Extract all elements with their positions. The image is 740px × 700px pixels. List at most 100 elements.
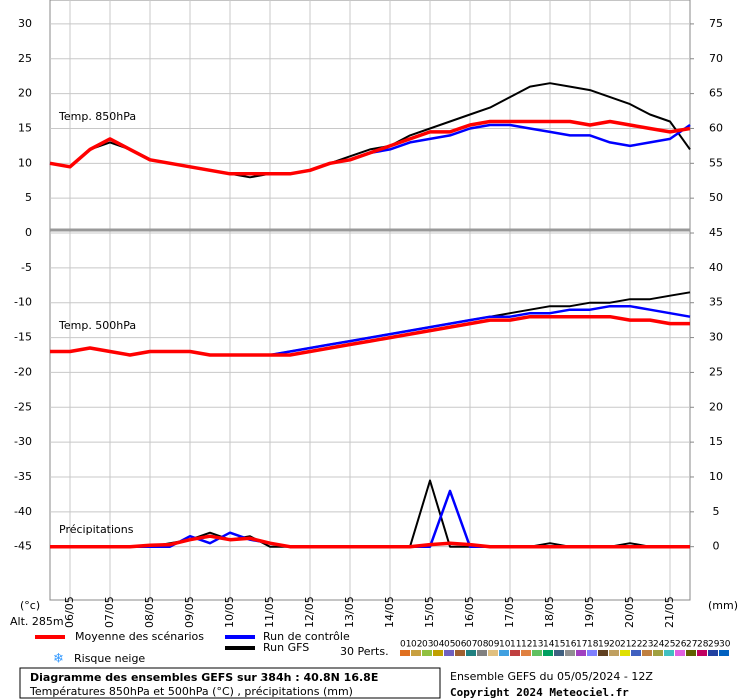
member-swatch xyxy=(576,650,586,656)
member-label: 06 xyxy=(455,640,467,650)
member-label: 08 xyxy=(477,640,489,650)
panel-label: Temp. 500hPa xyxy=(58,319,136,332)
x-tick-label: 13/05 xyxy=(343,596,356,628)
members-label: 30 Perts. xyxy=(340,645,389,658)
y-tick-label: -35 xyxy=(14,470,32,483)
member-label: 26 xyxy=(675,640,687,650)
member-swatch xyxy=(631,650,641,656)
member-swatch xyxy=(510,650,520,656)
x-tick-label: 19/05 xyxy=(583,596,596,628)
legend-label: Moyenne des scénarios xyxy=(75,630,204,643)
member-swatch xyxy=(466,650,476,656)
y-tick-label: 5 xyxy=(25,191,32,204)
panel-label: Précipitations xyxy=(59,523,134,536)
x-tick-label: 12/05 xyxy=(303,596,316,628)
y2-axis-label: (mm) xyxy=(708,599,738,612)
y-tick-label: -40 xyxy=(14,505,32,518)
member-swatch xyxy=(521,650,531,656)
member-label: 23 xyxy=(642,640,653,650)
y2-tick-label: 40 xyxy=(709,261,723,274)
member-swatch xyxy=(598,650,608,656)
y2-tick-label: 70 xyxy=(709,52,723,65)
series-line xyxy=(49,119,691,176)
x-tick-label: 14/05 xyxy=(383,596,396,628)
x-tick-label: 10/05 xyxy=(223,596,236,628)
member-swatch xyxy=(642,650,652,656)
member-swatch xyxy=(587,650,597,656)
member-label: 09 xyxy=(488,640,500,650)
member-swatch xyxy=(477,650,487,656)
y2-tick-label: 45 xyxy=(709,226,723,239)
x-tick-label: 15/05 xyxy=(423,596,436,628)
member-swatch xyxy=(664,650,674,656)
member-label: 27 xyxy=(686,640,697,650)
x-tick-label: 07/05 xyxy=(103,596,116,628)
y-tick-label: -10 xyxy=(14,296,32,309)
member-swatch xyxy=(455,650,465,656)
y2-tick-label: 50 xyxy=(709,191,723,204)
member-swatch xyxy=(488,650,498,656)
member-swatch xyxy=(499,650,509,656)
y2-tick-label: 55 xyxy=(709,156,723,169)
y2-tick-label: 15 xyxy=(709,435,723,448)
member-swatch xyxy=(697,650,707,656)
member-label: 28 xyxy=(697,640,709,650)
member-swatch xyxy=(609,650,619,656)
y2-tick-label: 25 xyxy=(709,365,723,378)
footer-run: Ensemble GEFS du 05/05/2024 - 12Z xyxy=(450,670,653,683)
y2-tick-label: 10 xyxy=(709,470,723,483)
y-tick-label: 10 xyxy=(18,156,32,169)
member-label: 07 xyxy=(466,640,477,650)
member-swatch xyxy=(543,650,553,656)
y2-tick-label: 35 xyxy=(709,296,723,309)
y2-tick-label: 20 xyxy=(709,400,723,413)
y2-tick-label: 0 xyxy=(713,540,720,553)
x-tick-label: 11/05 xyxy=(263,596,276,628)
member-swatch xyxy=(554,650,564,656)
member-label: 21 xyxy=(620,640,631,650)
footer-box xyxy=(19,667,441,699)
y-tick-label: -15 xyxy=(14,331,32,344)
plot-area xyxy=(49,0,691,601)
footer-copyright: Copyright 2024 Meteociel.fr xyxy=(450,686,629,699)
member-label: 22 xyxy=(631,640,642,650)
member-label: 10 xyxy=(499,640,511,650)
member-swatch xyxy=(565,650,575,656)
y2-tick-label: 30 xyxy=(709,331,723,344)
series-line xyxy=(50,534,690,549)
y2-tick-label: 65 xyxy=(709,87,723,100)
member-swatch xyxy=(620,650,630,656)
grid xyxy=(50,0,694,600)
member-label: 15 xyxy=(554,640,565,650)
y-tick-label: -25 xyxy=(14,400,32,413)
x-tick-label: 06/05 xyxy=(63,596,76,628)
member-swatch xyxy=(686,650,696,656)
member-label: 13 xyxy=(532,640,543,650)
footer-subtitle: Températures 850hPa et 500hPa (°C) , pré… xyxy=(29,685,353,698)
member-label: 04 xyxy=(433,640,445,650)
member-label: 11 xyxy=(510,640,521,650)
member-label: 18 xyxy=(587,640,599,650)
member-label: 30 xyxy=(719,640,731,650)
member-swatch xyxy=(719,650,729,656)
altitude: Alt. 285m xyxy=(10,615,64,628)
y2-tick-label: 5 xyxy=(713,505,720,518)
lines xyxy=(49,82,691,549)
member-label: 29 xyxy=(708,640,720,650)
y-tick-label: 30 xyxy=(18,17,32,30)
x-tick-label: 16/05 xyxy=(463,596,476,628)
y-tick-label: 20 xyxy=(18,87,32,100)
member-label: 20 xyxy=(609,640,621,650)
snow-label: Risque neige xyxy=(74,652,145,665)
y-tick-label: -20 xyxy=(14,365,32,378)
member-label: 14 xyxy=(543,640,555,650)
member-swatch xyxy=(532,650,542,656)
member-swatch xyxy=(444,650,454,656)
x-tick-label: 08/05 xyxy=(143,596,156,628)
x-tick-label: 17/05 xyxy=(503,596,516,628)
member-swatch xyxy=(400,650,410,656)
member-swatch xyxy=(433,650,443,656)
member-label: 16 xyxy=(565,640,577,650)
legend-label: Run de contrôle xyxy=(263,630,350,643)
y-tick-label: 25 xyxy=(18,52,32,65)
